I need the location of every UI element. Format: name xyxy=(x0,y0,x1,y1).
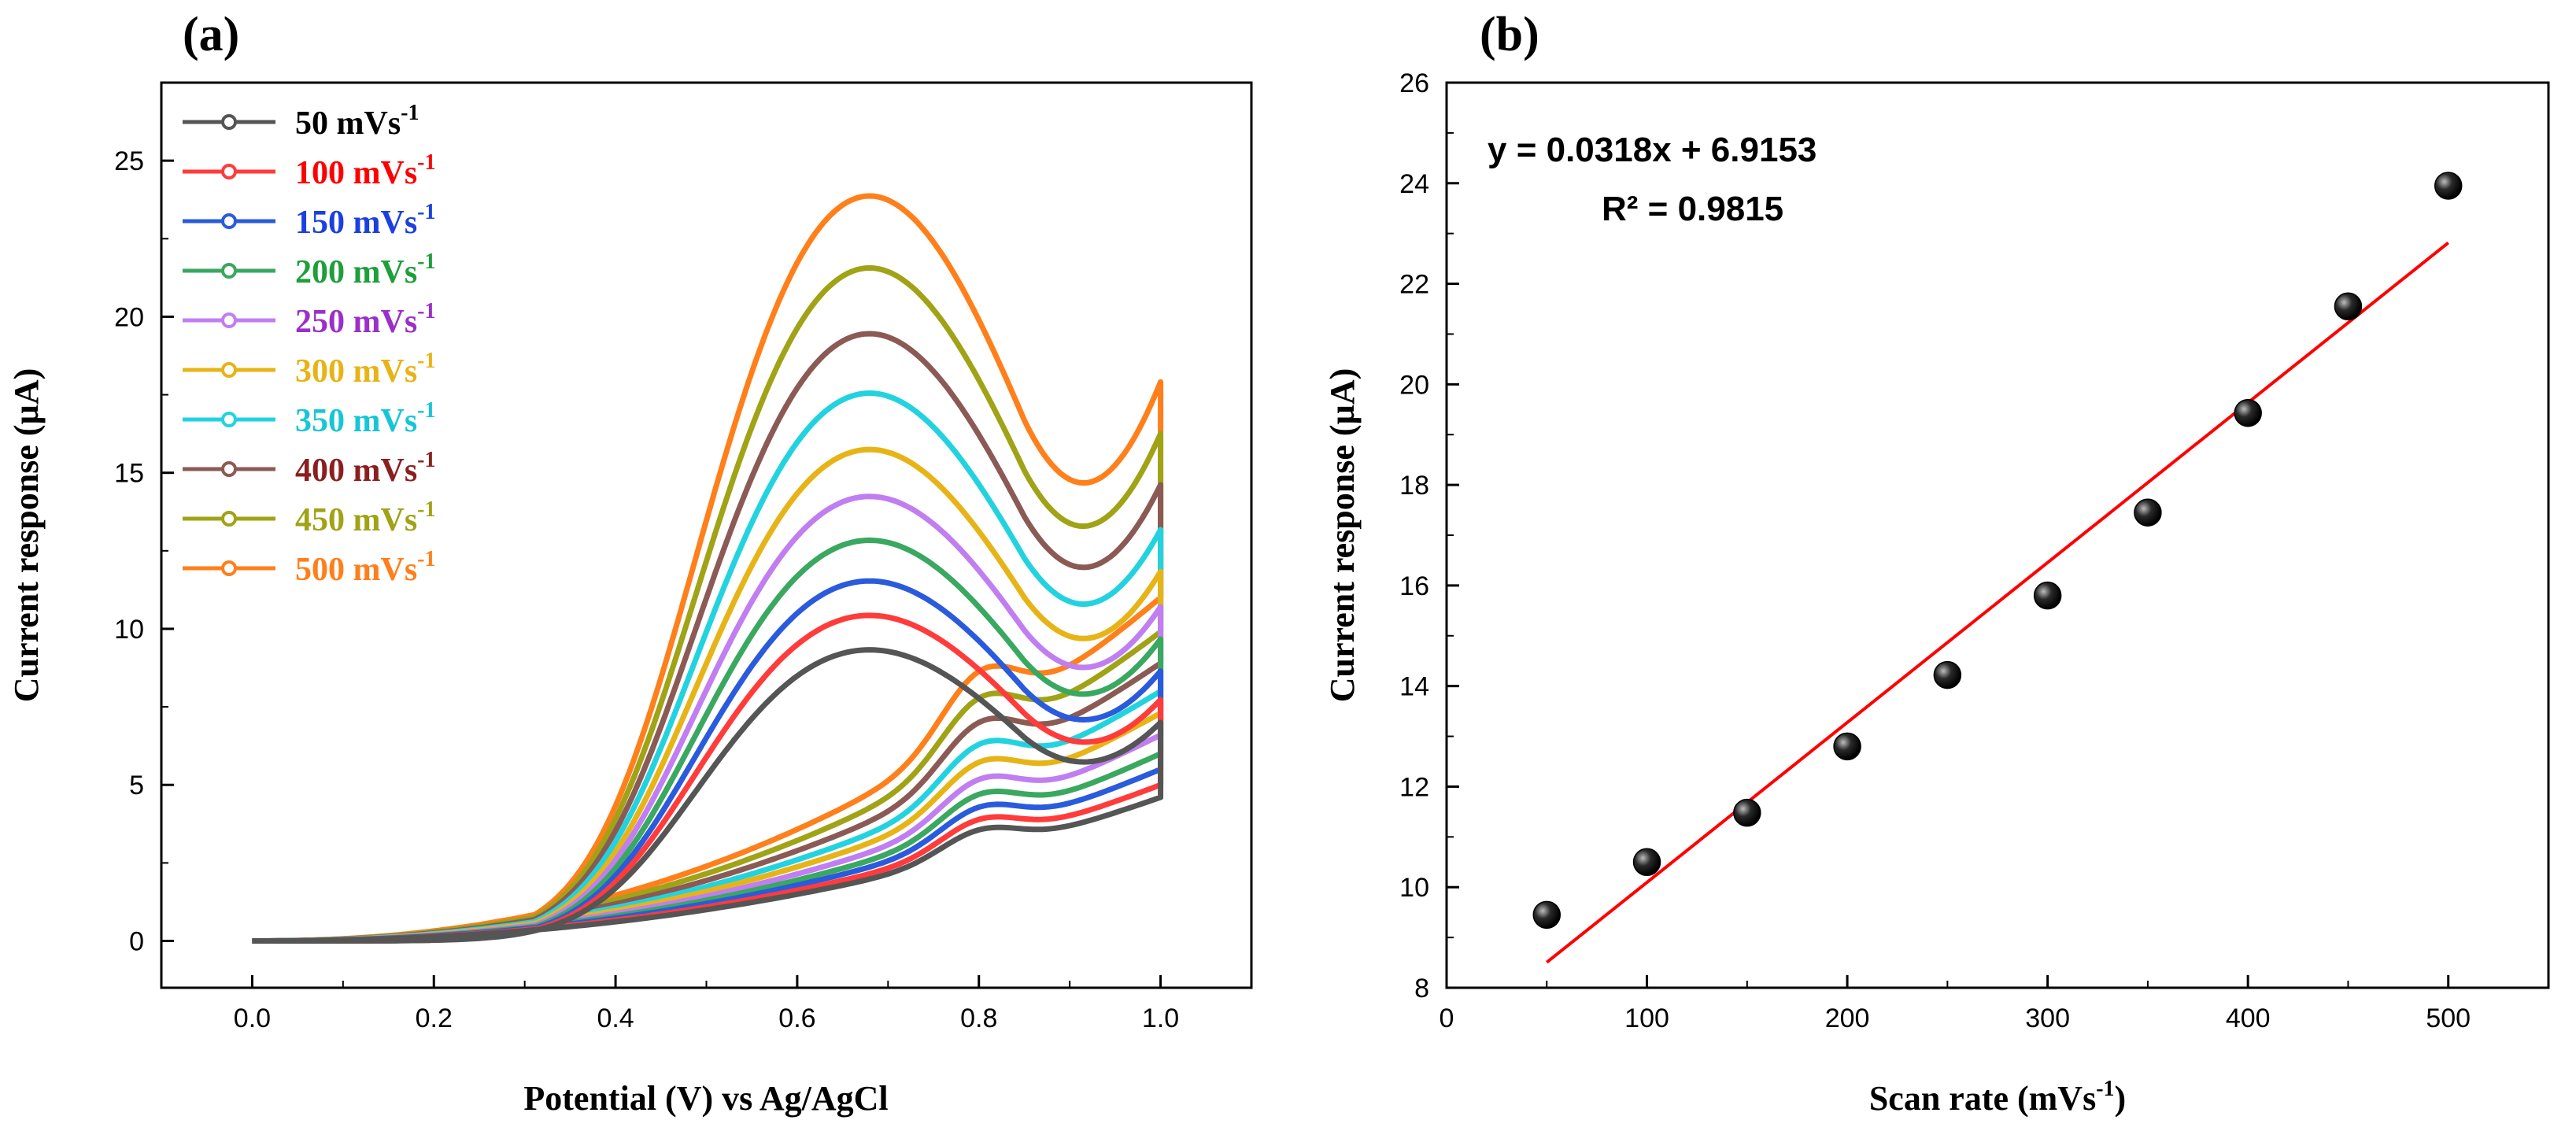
legend-entry: 50 mVs-1 xyxy=(295,101,419,142)
y-tick-label: 16 xyxy=(1399,571,1429,601)
data-point xyxy=(2234,399,2262,427)
data-point xyxy=(1833,732,1861,761)
legend-entry: 450 mVs-1 xyxy=(295,497,436,538)
x-tick-label: 0.4 xyxy=(597,1003,634,1033)
legend-entry-name: 50 mVs xyxy=(295,105,401,142)
legend-entry: 350 mVs-1 xyxy=(295,398,436,439)
y-tick-label: 20 xyxy=(1399,370,1429,400)
panel-b-points xyxy=(1532,172,2463,930)
x-tick-label: 200 xyxy=(1825,1003,1870,1033)
y-tick-label: 24 xyxy=(1399,169,1429,199)
x-tick-label: 300 xyxy=(2025,1003,2070,1033)
legend-entry: 300 mVs-1 xyxy=(295,349,436,390)
legend-entry-name: 150 mVs xyxy=(295,205,417,241)
legend-swatch-marker xyxy=(221,511,237,527)
panel-b: (b) 0 100 200 300 400 500 8 10 12 14 16 18 20 22 24 26… xyxy=(1323,8,2550,1118)
x-tick-label: 0.0 xyxy=(234,1003,271,1033)
legend-entry-sup: -1 xyxy=(417,249,435,274)
y-tick-label: 15 xyxy=(114,459,144,489)
x-tick-label: 100 xyxy=(1624,1003,1669,1033)
legend-swatch-marker xyxy=(221,114,237,130)
panel-a-x-axis-label: Potential (V) vs Ag/AgCl xyxy=(523,1079,888,1118)
y-tick-label: 26 xyxy=(1399,68,1429,98)
legend-entry: 200 mVs-1 xyxy=(295,249,436,290)
legend-entry: 500 mVs-1 xyxy=(295,547,436,588)
legend-entry: 100 mVs-1 xyxy=(295,150,436,191)
panel-b-y-axis-label: Current response (µA) xyxy=(1323,368,1362,703)
y-tick-label: 14 xyxy=(1399,672,1429,702)
cv-curve xyxy=(252,647,1164,944)
legend-entry-sup: -1 xyxy=(417,547,435,571)
legend-entry-name: 300 mVs xyxy=(295,353,417,390)
y-tick-label: 0 xyxy=(129,927,144,957)
legend-entry-sup: -1 xyxy=(417,299,435,323)
legend-entry-sup: -1 xyxy=(417,398,435,423)
legend-swatch-marker xyxy=(221,213,237,229)
x-tick-label: 0.6 xyxy=(778,1003,815,1033)
legend-entry-sup: -1 xyxy=(417,497,435,522)
data-point xyxy=(2434,172,2463,200)
legend-swatch-marker xyxy=(221,164,237,179)
legend-entry-name: 250 mVs xyxy=(295,304,417,340)
x-tick-label: 1.0 xyxy=(1142,1003,1179,1033)
legend-entry: 150 mVs-1 xyxy=(295,200,436,241)
x-tick-label: 0 xyxy=(1440,1003,1454,1033)
panel-a-x-ticks: 0.0 0.2 0.4 0.6 0.8 1.0 xyxy=(161,975,1252,1033)
legend-entry-name: 100 mVs xyxy=(295,155,417,191)
data-point xyxy=(2334,292,2363,321)
y-tick-label: 18 xyxy=(1399,471,1429,501)
legend-swatch-marker xyxy=(221,560,237,576)
legend-entry-name: 450 mVs xyxy=(295,502,417,538)
y-tick-label: 10 xyxy=(1399,873,1429,903)
x-tick-label: 0.8 xyxy=(960,1003,997,1033)
legend-swatch-marker xyxy=(221,461,237,477)
fit-line xyxy=(1546,241,2449,964)
legend-entry-sup: -1 xyxy=(417,448,435,472)
legend-entry-name: 200 mVs xyxy=(295,254,417,290)
x-tick-label: 400 xyxy=(2226,1003,2271,1033)
data-point xyxy=(2033,581,2062,610)
x-tick-label: 0.2 xyxy=(416,1003,453,1033)
legend-entry-sup: -1 xyxy=(417,200,435,224)
x-tick-label: 500 xyxy=(2426,1003,2471,1033)
data-point xyxy=(1632,848,1661,877)
legend-entry-name: 400 mVs xyxy=(295,453,417,489)
data-point xyxy=(1733,798,1761,827)
legend-entry-name: 350 mVs xyxy=(295,403,417,439)
data-point xyxy=(2134,498,2162,527)
y-tick-label: 5 xyxy=(129,771,144,800)
y-tick-label: 25 xyxy=(114,146,144,176)
panel-a-y-axis-label: Current response (µA) xyxy=(7,368,46,703)
data-point xyxy=(1933,660,1962,689)
fit-r-squared: R² = 0.9815 xyxy=(1602,190,1783,228)
y-tick-label: 22 xyxy=(1399,270,1429,300)
legend-entry-sup: -1 xyxy=(401,101,419,125)
panel-b-y-ticks: 8 10 12 14 16 18 20 22 24 26 xyxy=(1399,68,1459,1003)
data-point xyxy=(1532,900,1561,930)
legend-entry: 250 mVs-1 xyxy=(295,299,436,340)
y-tick-label: 12 xyxy=(1399,772,1429,802)
panel-a-y-ticks: 0 5 10 15 20 25 xyxy=(114,146,174,957)
legend-entry: 400 mVs-1 xyxy=(295,448,436,489)
legend-swatch-marker xyxy=(221,412,237,427)
legend-swatch-marker xyxy=(221,263,237,279)
legend-entry-name: 500 mVs xyxy=(295,552,417,588)
y-tick-label: 20 xyxy=(114,302,144,332)
legend-entry-sup: -1 xyxy=(417,349,435,373)
y-tick-label: 10 xyxy=(114,615,144,645)
legend-swatch-marker xyxy=(221,312,237,328)
panel-b-label: (b) xyxy=(1480,8,1539,61)
panel-b-x-axis-label: Scan rate (mVs-1) xyxy=(1869,1077,2126,1118)
legend-entry-sup: -1 xyxy=(417,150,435,175)
panel-b-x-ticks: 0 100 200 300 400 500 xyxy=(1440,975,2471,1033)
panel-a-label: (a) xyxy=(183,8,239,61)
y-tick-label: 8 xyxy=(1414,974,1429,1003)
legend-swatch-marker xyxy=(221,362,237,378)
panel-a-curves xyxy=(252,193,1164,944)
fit-equation: y = 0.0318x + 6.9153 xyxy=(1488,131,1817,169)
panel-a: (a) 0.0 0.2 0.4 0.6 0.8 1.0 0 5 10 15 20 25 50 mVs… xyxy=(7,8,1253,1118)
